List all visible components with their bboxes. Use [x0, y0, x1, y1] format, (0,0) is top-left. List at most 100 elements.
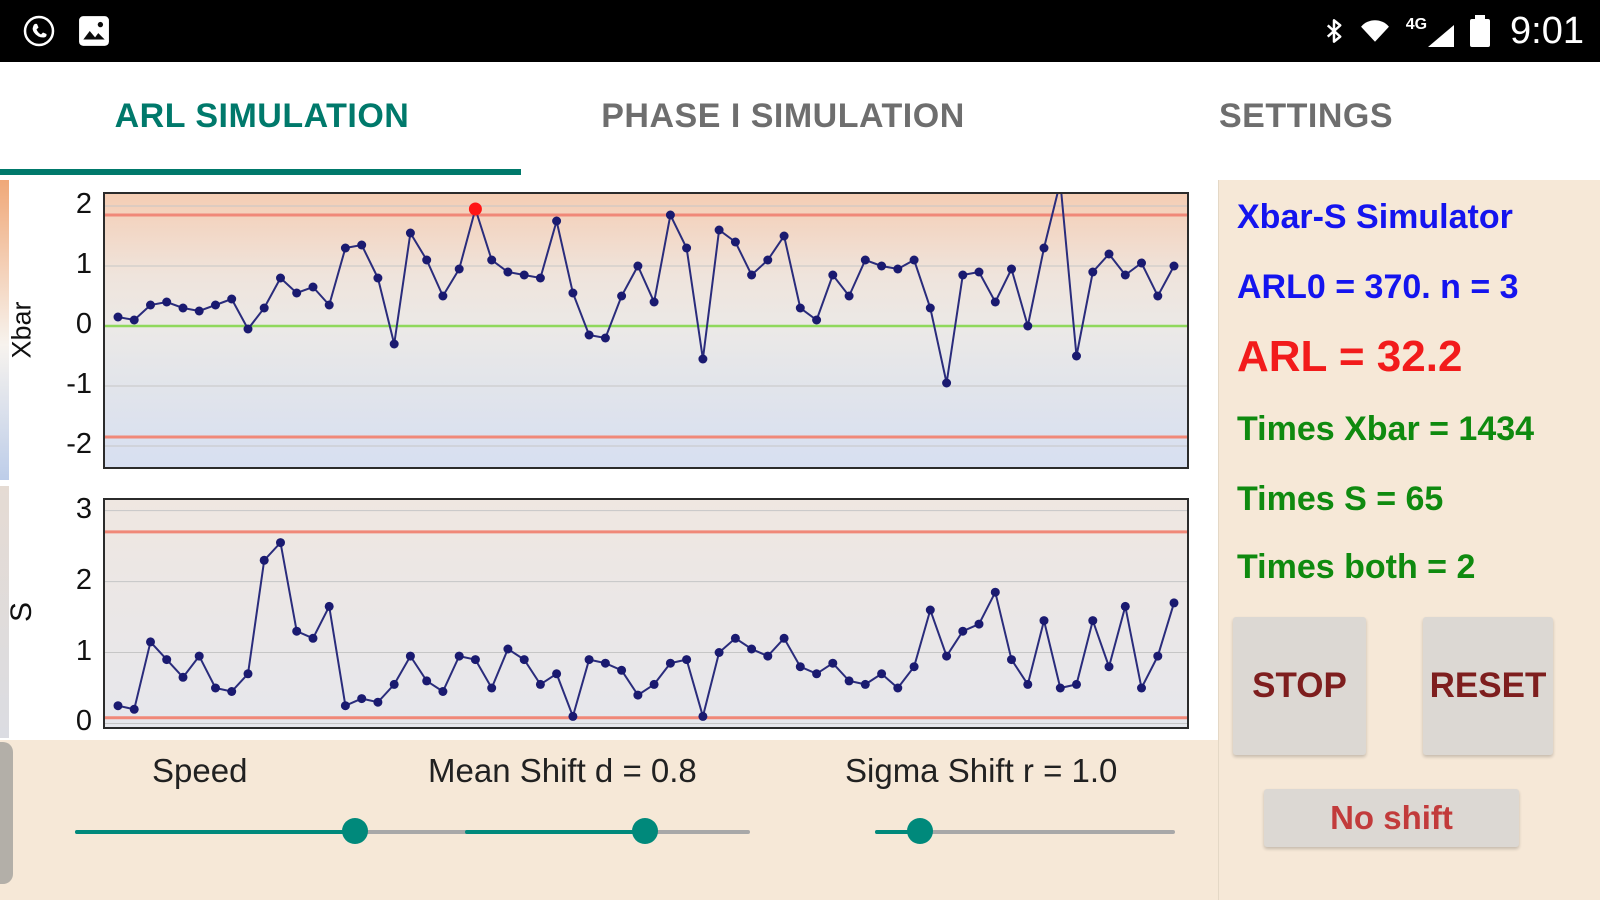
data-point: [503, 644, 513, 654]
data-point: [1169, 261, 1179, 271]
network-type-label: 4G: [1405, 16, 1428, 33]
y-axis-tick: 2: [75, 563, 92, 596]
data-point: [942, 378, 952, 388]
data-point: [1120, 270, 1130, 280]
data-point: [519, 655, 529, 665]
speed-slider[interactable]: [75, 818, 520, 846]
data-point: [389, 339, 399, 349]
data-point: [340, 243, 350, 253]
data-point: [552, 669, 562, 679]
data-point: [958, 626, 968, 636]
data-point: [665, 658, 675, 668]
y-axis-tick: -2: [66, 428, 92, 460]
edge-scroll-handle[interactable]: [0, 742, 13, 884]
data-point: [259, 555, 269, 565]
xbar-plot: [103, 192, 1189, 469]
data-point: [925, 303, 935, 313]
data-point: [698, 711, 708, 721]
series-line: [117, 540, 1175, 721]
sigma-shift-slider-thumb[interactable]: [907, 818, 933, 844]
signal-triangle-icon: [1428, 25, 1455, 47]
gallery-icon: [78, 15, 110, 47]
data-point: [243, 324, 253, 334]
status-bar-left: [22, 0, 110, 62]
data-point: [747, 644, 757, 654]
data-point: [990, 297, 1000, 307]
data-point: [730, 633, 740, 643]
sigma-shift-label: Sigma Shift r = 1.0: [845, 752, 1118, 789]
data-point: [795, 303, 805, 313]
data-point: [958, 270, 968, 280]
data-point: [227, 294, 237, 304]
stop-button[interactable]: STOP: [1233, 617, 1366, 755]
data-point: [113, 312, 123, 322]
simulator-title: Xbar-S Simulator: [1237, 198, 1513, 236]
data-point: [925, 605, 935, 615]
wifi-icon: [1360, 19, 1390, 43]
tab-phase-i-simulation[interactable]: PHASE I SIMULATION: [601, 96, 965, 135]
data-point: [617, 665, 627, 675]
data-point: [227, 687, 237, 696]
data-point: [1007, 264, 1016, 274]
reset-button[interactable]: RESET: [1423, 617, 1553, 755]
active-tab-underline: [0, 169, 521, 175]
xbar-chart-background: [105, 194, 1187, 467]
data-point: [211, 300, 220, 310]
data-point: [779, 633, 789, 643]
data-point: [747, 270, 757, 280]
status-bar-right: 4G 9:01: [1324, 0, 1584, 62]
data-point: [162, 297, 172, 307]
data-point: [828, 658, 838, 668]
data-point: [974, 619, 984, 629]
sigma-shift-slider[interactable]: [875, 818, 1175, 846]
y-axis-tick: 0: [75, 705, 92, 738]
data-point: [340, 701, 350, 711]
data-point: [1007, 655, 1016, 665]
mean-shift-slider[interactable]: [465, 818, 750, 846]
data-point: [357, 240, 367, 250]
s-chart-background: [105, 500, 1187, 727]
data-point: [373, 697, 383, 707]
data-point: [844, 676, 854, 686]
data-point: [211, 683, 220, 693]
data-point: [763, 255, 773, 265]
data-point: [812, 669, 822, 679]
data-point: [1088, 267, 1098, 277]
speed-slider-thumb[interactable]: [342, 818, 369, 844]
data-point: [649, 297, 659, 307]
data-point: [129, 315, 139, 325]
data-point: [324, 300, 334, 310]
data-point: [178, 303, 188, 313]
speed-slider-fill: [75, 830, 356, 834]
data-point: [568, 711, 578, 721]
data-point: [259, 303, 269, 313]
mean-shift-slider-thumb[interactable]: [631, 818, 658, 844]
data-point: [844, 291, 854, 301]
status-bar[interactable]: 4G 9:01: [0, 0, 1600, 62]
s-left-gradient-strip: [0, 486, 9, 738]
data-point: [1169, 598, 1179, 608]
whatsapp-icon: [22, 14, 56, 48]
y-axis-tick: 0: [75, 308, 92, 340]
no-shift-button[interactable]: No shift: [1264, 789, 1519, 847]
data-point: [552, 216, 562, 226]
times-s-value: Times S = 65: [1237, 480, 1444, 518]
data-point: [617, 291, 627, 301]
data-point: [129, 704, 139, 714]
data-point: [1023, 679, 1033, 689]
data-point: [682, 243, 692, 253]
data-point: [779, 231, 789, 241]
y-axis-tick: 3: [75, 492, 92, 525]
arl-value: ARL = 32.2: [1237, 332, 1463, 381]
data-point: [584, 655, 594, 665]
tab-settings[interactable]: SETTINGS: [1218, 96, 1394, 135]
data-point: [1023, 321, 1033, 331]
data-point: [860, 255, 870, 265]
data-point: [194, 651, 204, 661]
data-point: [357, 694, 367, 704]
data-point: [568, 288, 578, 298]
tab-arl-simulation[interactable]: ARL SIMULATION: [114, 96, 410, 135]
data-point: [487, 255, 497, 265]
data-point: [194, 306, 204, 316]
xbar-axis-label: Xbar: [6, 301, 37, 359]
